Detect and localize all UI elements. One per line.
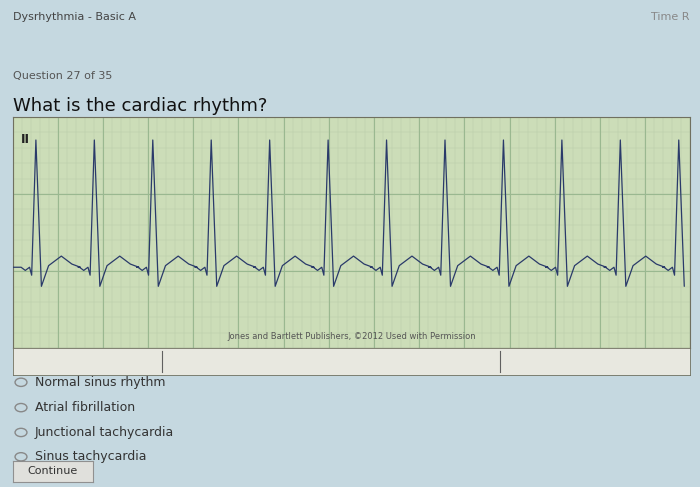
Text: Question 27 of 35: Question 27 of 35 — [13, 71, 112, 81]
Text: Junctional tachycardia: Junctional tachycardia — [35, 426, 174, 439]
Text: Jones and Bartlett Publishers, ©2012 Used with Permission: Jones and Bartlett Publishers, ©2012 Use… — [227, 332, 476, 341]
Text: II: II — [21, 133, 29, 146]
Text: Dysrhythmia - Basic A: Dysrhythmia - Basic A — [13, 12, 136, 22]
Text: Atrial fibrillation: Atrial fibrillation — [35, 401, 135, 414]
Text: Normal sinus rhythm: Normal sinus rhythm — [35, 376, 165, 389]
Text: Sinus tachycardia: Sinus tachycardia — [35, 450, 146, 463]
Text: Continue: Continue — [28, 467, 78, 476]
Text: What is the cardiac rhythm?: What is the cardiac rhythm? — [13, 97, 267, 115]
Text: Time R: Time R — [651, 12, 690, 22]
